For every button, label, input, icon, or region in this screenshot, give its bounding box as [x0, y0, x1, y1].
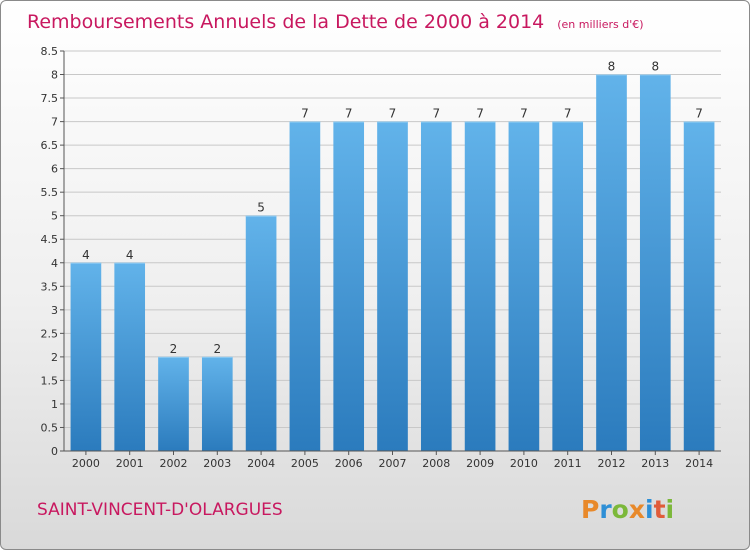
data-label: 7: [345, 107, 353, 121]
logo-letter: o: [612, 495, 629, 524]
logo-letter: i: [645, 495, 654, 524]
bar: [245, 215, 277, 451]
logo-letter: x: [629, 495, 645, 524]
x-tick-label: 2005: [291, 457, 319, 470]
data-label: 8: [651, 60, 659, 74]
y-tick-label: 5.5: [41, 186, 59, 199]
x-tick-label: 2006: [335, 457, 363, 470]
bar: [289, 121, 321, 452]
bar: [464, 121, 496, 452]
y-tick-label: 4.5: [41, 233, 59, 246]
y-tick-label: 5: [51, 210, 58, 223]
data-label: 8: [608, 60, 616, 74]
data-label: 7: [520, 107, 528, 121]
y-tick-label: 7: [51, 116, 58, 129]
bar: [377, 121, 408, 452]
logo-letter: r: [599, 495, 612, 524]
x-tick-label: 2008: [422, 457, 450, 470]
bar: [508, 121, 540, 452]
x-tick-label: 2012: [598, 457, 626, 470]
bars: [70, 74, 715, 452]
bar: [420, 121, 452, 452]
y-tick-label: 6: [51, 163, 58, 176]
chart-title-text: Remboursements Annuels de la Dette de 20…: [27, 11, 544, 33]
y-tick-label: 8.5: [41, 45, 59, 58]
bar: [596, 74, 627, 451]
y-tick-label: 0.5: [41, 421, 59, 434]
data-label: 7: [389, 107, 397, 121]
bar: [683, 121, 715, 452]
data-label: 7: [476, 107, 484, 121]
x-tick-label: 2000: [72, 457, 100, 470]
x-tick-label: 2004: [247, 457, 275, 470]
data-label: 4: [126, 248, 134, 262]
x-tick-label: 2010: [510, 457, 538, 470]
y-tick-label: 7.5: [41, 92, 59, 105]
data-label: 2: [170, 342, 178, 356]
logo-letter: P: [581, 495, 599, 524]
bar: [70, 262, 102, 451]
y-tick-label: 2.5: [41, 327, 59, 340]
chart-unit-text: (en milliers d'€): [557, 18, 643, 31]
x-tick-label: 2011: [554, 457, 582, 470]
bar: [158, 356, 189, 451]
data-label: 7: [564, 107, 572, 121]
x-tick-label: 2013: [641, 457, 669, 470]
bar: [552, 121, 584, 452]
logo-letter: i: [666, 495, 675, 524]
y-tick-label: 1: [51, 398, 58, 411]
commune-name: SAINT-VINCENT-D'OLARGUES: [37, 500, 283, 520]
data-label: 2: [213, 342, 221, 356]
proxiti-logo: Proxiti: [581, 495, 674, 524]
x-tick-label: 2009: [466, 457, 494, 470]
y-tick-label: 3.5: [41, 280, 59, 293]
x-tick-label: 2002: [160, 457, 188, 470]
axes: 0 0.5 1 1.5 2 2.5 3 3.5 4 4.5 5 5.5 6 6.5 7 7.5 8 8.5 2000…: [41, 45, 721, 470]
data-label: 7: [301, 107, 309, 121]
data-label: 5: [257, 201, 265, 215]
bar: [333, 121, 365, 452]
data-label: 7: [695, 107, 703, 121]
data-label: 4: [82, 248, 90, 262]
y-tick-label: 2: [51, 351, 58, 364]
x-tick-label: 2001: [116, 457, 144, 470]
bar: [114, 262, 146, 451]
logo-letter: t: [654, 495, 666, 524]
y-tick-label: 3: [51, 304, 58, 317]
y-tick-label: 4: [51, 257, 58, 270]
x-tick-label: 2007: [379, 457, 407, 470]
x-tick-label: 2014: [685, 457, 713, 470]
chart-title: Remboursements Annuels de la Dette de 20…: [27, 11, 644, 33]
bar: [201, 356, 233, 451]
x-tick-label: 2003: [203, 457, 231, 470]
data-labels: 4 4 2 2 5 7 7 7 7 7 7 7 8 8 7: [82, 60, 703, 356]
y-tick-label: 6.5: [41, 139, 59, 152]
y-tick-label: 0: [51, 445, 58, 458]
data-label: 7: [432, 107, 440, 121]
y-tick-label: 1.5: [41, 374, 59, 387]
bar: [639, 74, 671, 451]
y-tick-label: 8: [51, 69, 58, 82]
